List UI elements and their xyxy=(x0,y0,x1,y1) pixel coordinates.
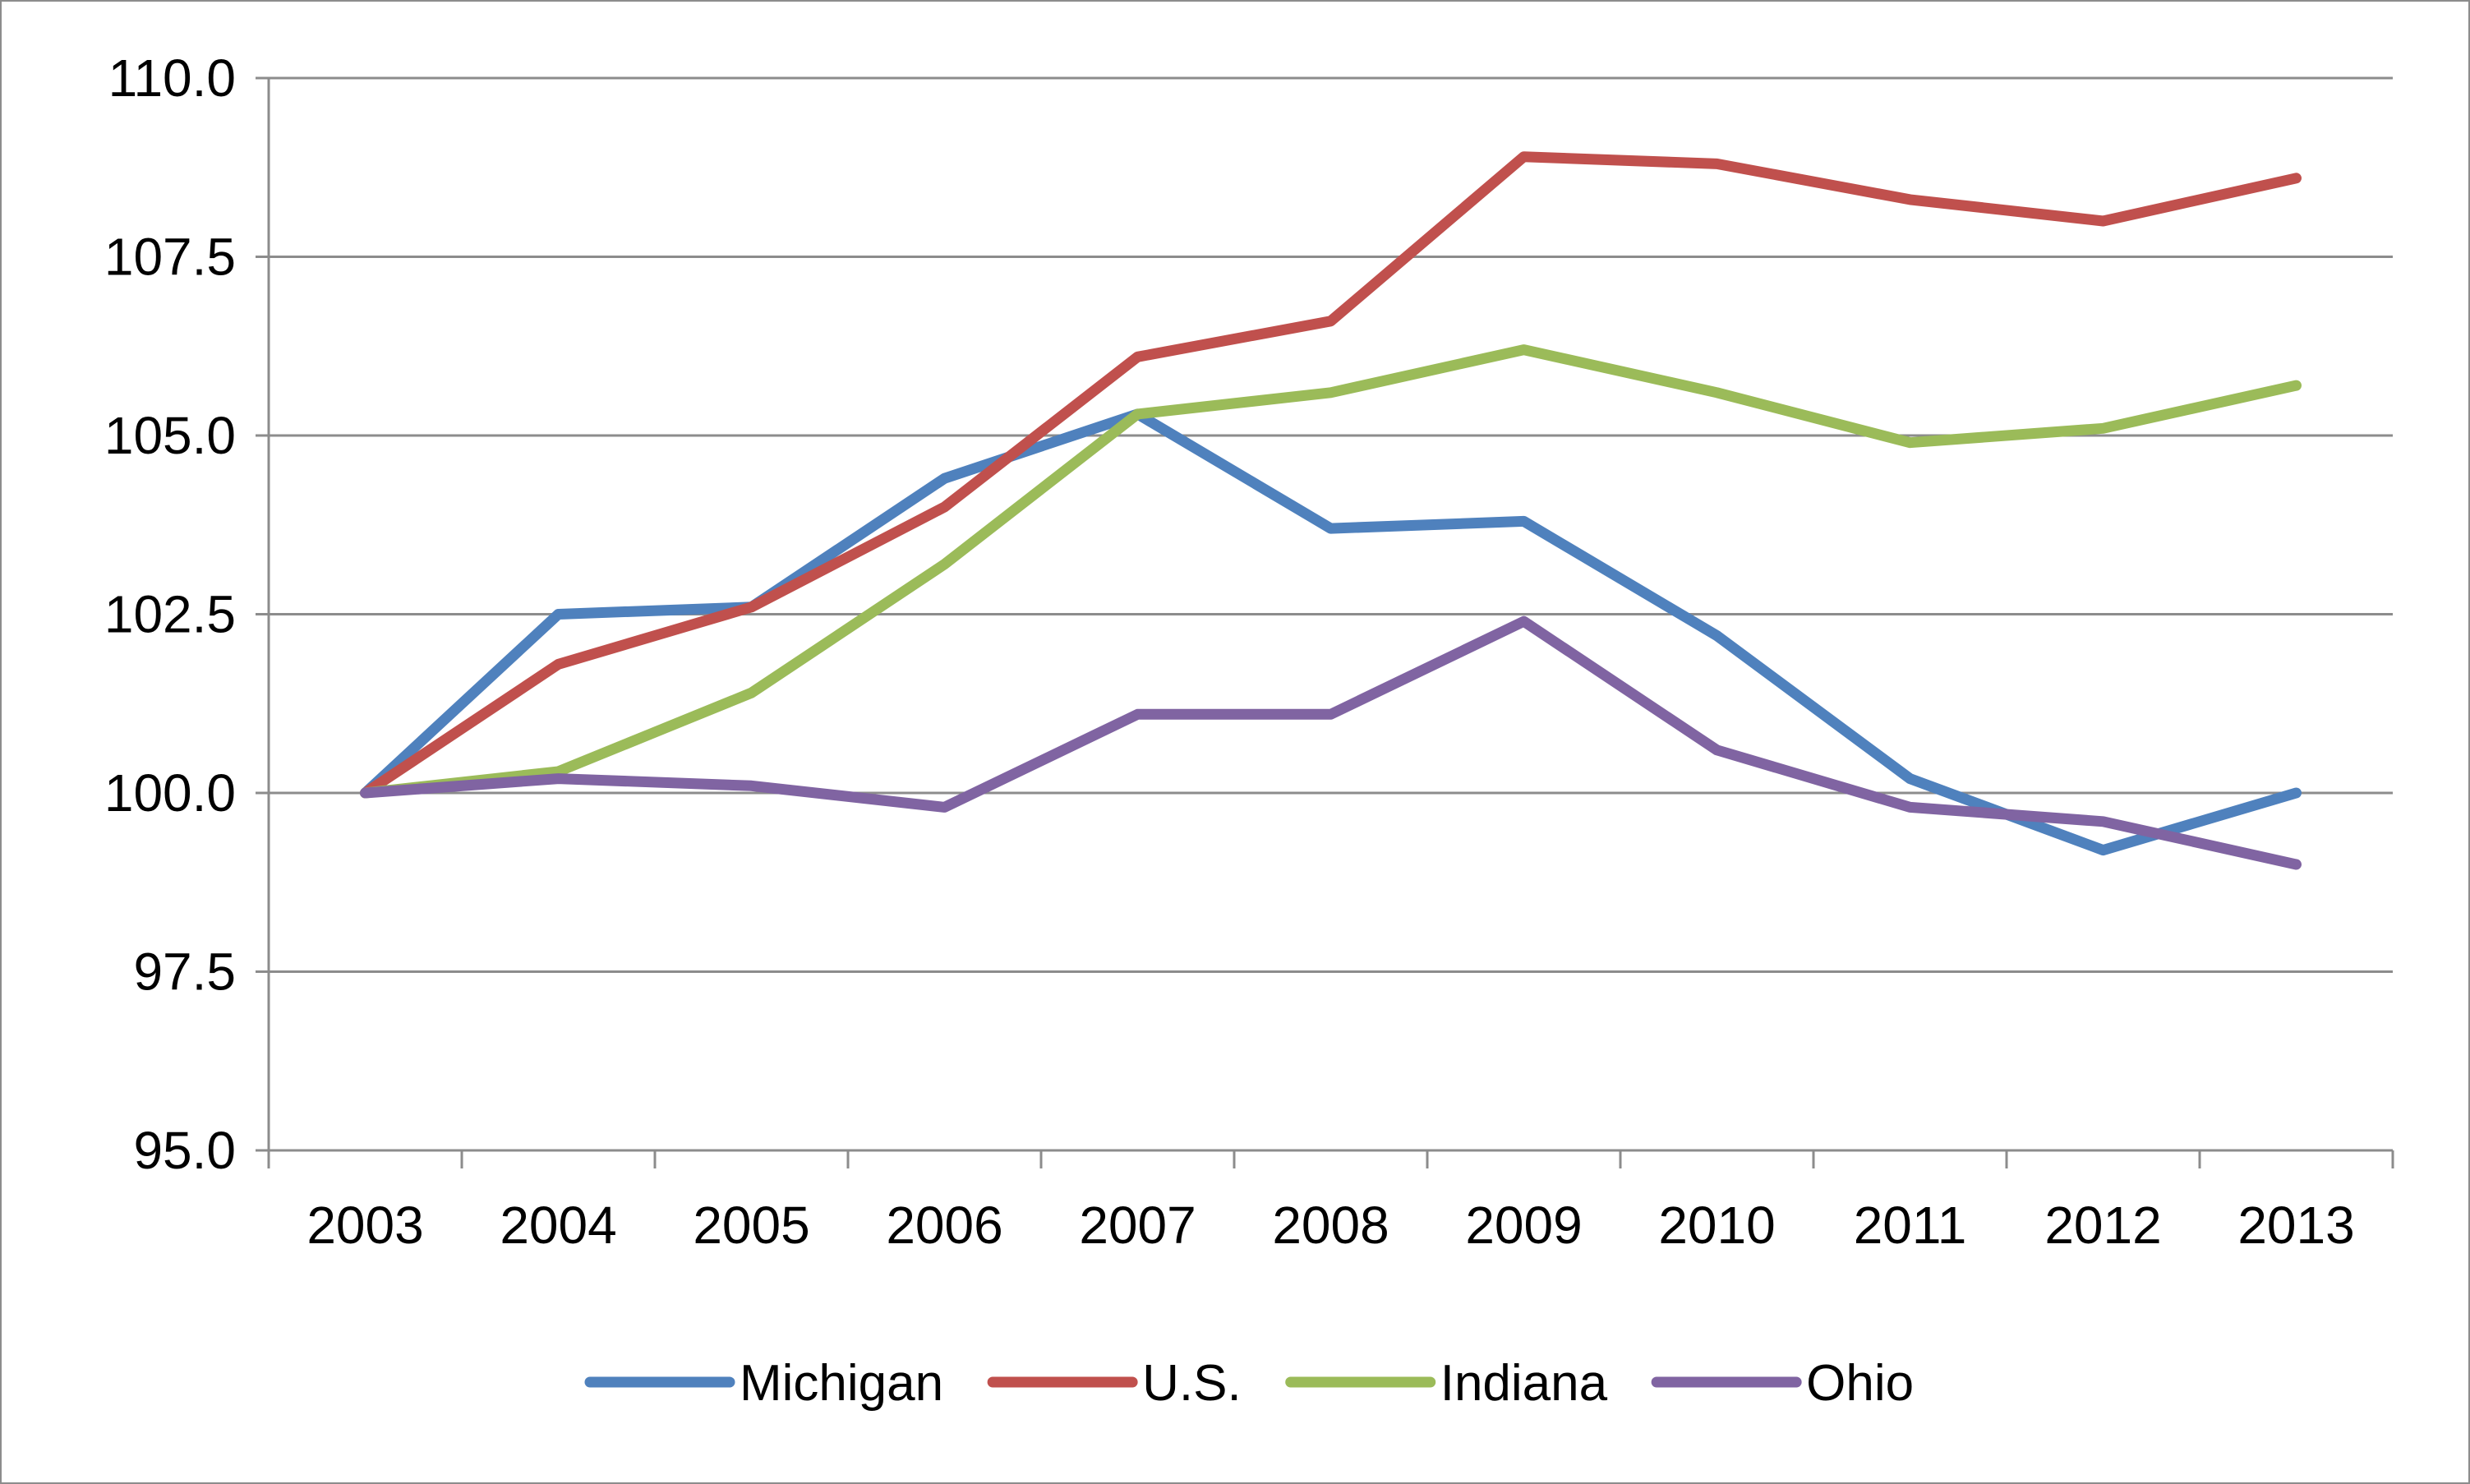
y-tick-label: 95.0 xyxy=(133,1121,236,1180)
legend: Michigan U.S. Indiana Ohio xyxy=(584,1355,1914,1412)
y-tick-label: 110.0 xyxy=(108,48,236,108)
x-tick-label: 2007 xyxy=(1079,1196,1196,1255)
x-tick-label: 2003 xyxy=(306,1196,423,1255)
x-tick-label: 2012 xyxy=(2044,1196,2161,1255)
y-tick-label: 100.0 xyxy=(104,763,236,823)
legend-label: Indiana xyxy=(1440,1355,1608,1412)
legend-item-ohio: Ohio xyxy=(1651,1355,1914,1412)
y-tick-label: 97.5 xyxy=(133,942,236,1002)
series-line-ohio xyxy=(360,615,2302,870)
legend-label: Ohio xyxy=(1806,1355,1914,1412)
x-tick-label: 2004 xyxy=(500,1196,616,1255)
x-tick-label: 2009 xyxy=(1465,1196,1582,1255)
series-line-u-s xyxy=(360,151,2302,799)
x-tick-label: 2005 xyxy=(693,1196,809,1255)
series-lines xyxy=(360,151,2302,870)
y-tick-label: 102.5 xyxy=(104,585,236,644)
series-line-michigan xyxy=(360,408,2302,856)
x-tick-label: 2010 xyxy=(1658,1196,1775,1255)
legend-label: U.S. xyxy=(1142,1355,1242,1412)
x-tick-label: 2008 xyxy=(1272,1196,1389,1255)
series-line-indiana xyxy=(360,344,2302,799)
y-tick-label: 105.0 xyxy=(104,406,236,465)
legend-item-u-s: U.S. xyxy=(987,1355,1242,1412)
axes xyxy=(256,76,2394,1168)
legend-item-michigan: Michigan xyxy=(584,1355,943,1412)
x-axis-tick-labels: 2003 2004 2005 2006 2007 2008 2009 2010 2011 2012… xyxy=(306,1196,2354,1255)
x-tick-label: 2013 xyxy=(2237,1196,2354,1255)
y-tick-label: 107.5 xyxy=(104,228,236,287)
legend-item-indiana: Indiana xyxy=(1285,1355,1608,1412)
legend-label: Michigan xyxy=(740,1355,943,1412)
x-tick-label: 2011 xyxy=(1854,1196,1967,1255)
x-tick-label: 2006 xyxy=(886,1196,1002,1255)
y-axis-tick-labels: 95.0 97.5 100.0 102.5 105.0 107.5 110.0 xyxy=(104,48,236,1180)
